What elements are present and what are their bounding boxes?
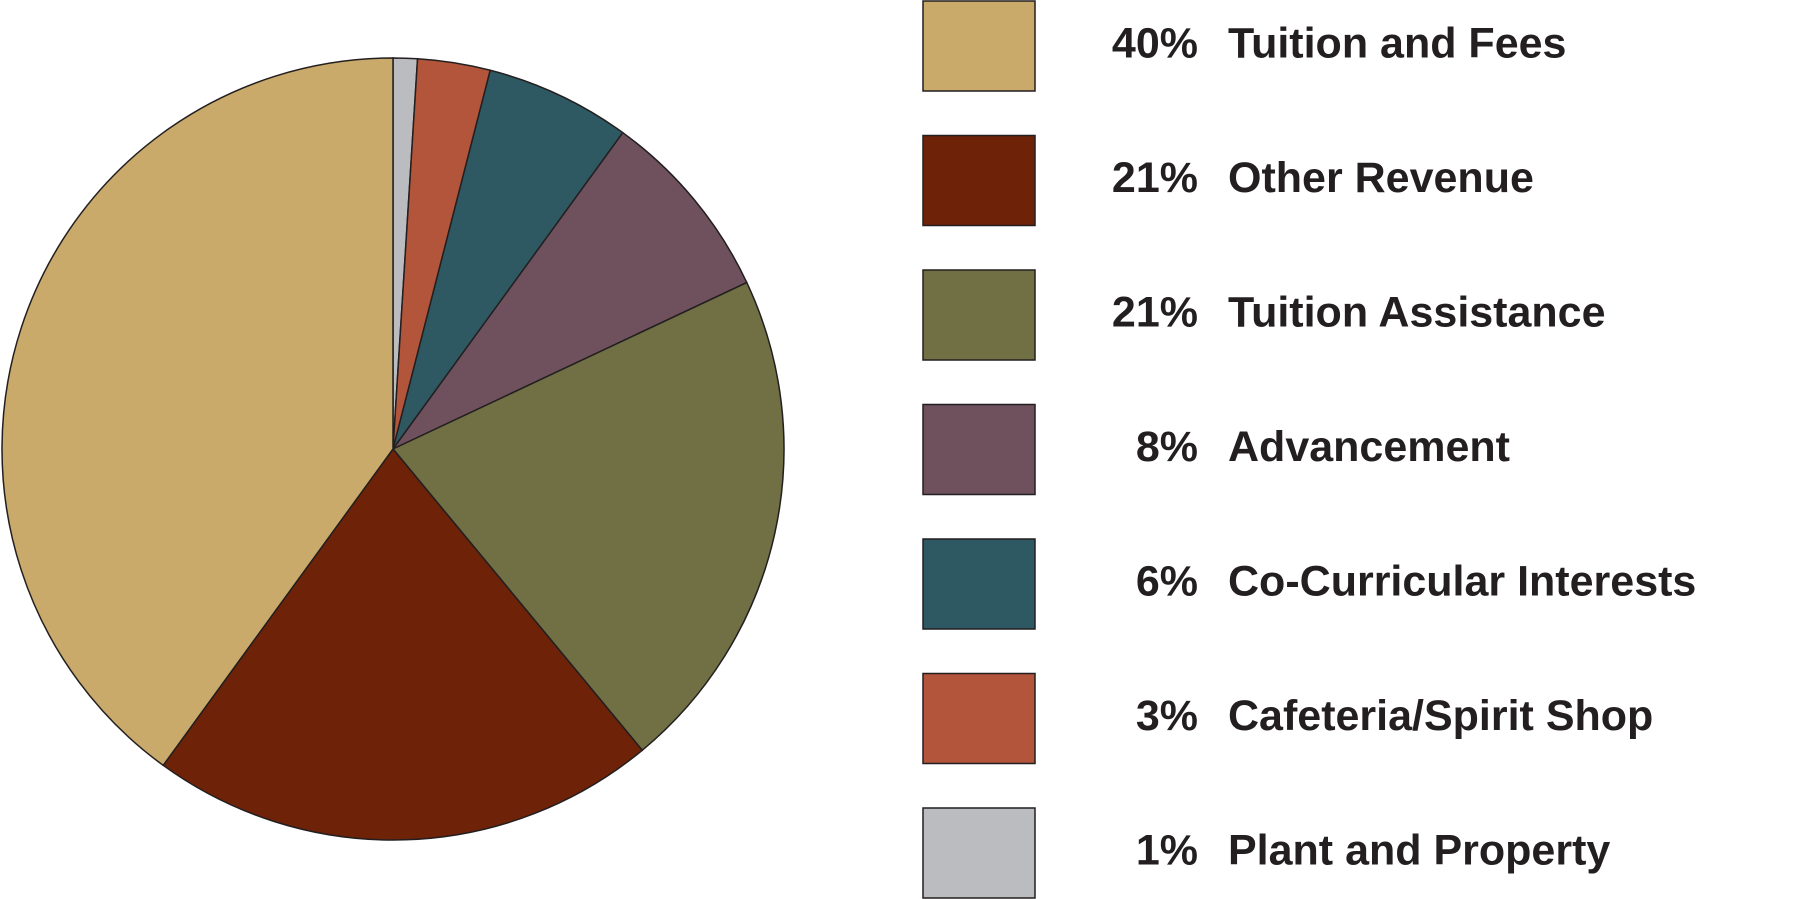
legend-value: 1% [1136, 826, 1198, 874]
legend-value: 21% [1112, 154, 1198, 202]
legend-value: 8% [1136, 423, 1198, 471]
legend-swatch [922, 807, 1036, 899]
legend-swatch [922, 269, 1036, 361]
pie-slice [1, 57, 394, 767]
legend-label: Advancement [1228, 423, 1510, 471]
legend-label: Co-Curricular Interests [1228, 557, 1696, 605]
legend-value: 40% [1112, 19, 1198, 67]
legend-label: Other Revenue [1228, 154, 1534, 202]
pie-slice [392, 131, 748, 450]
legend-swatch [922, 672, 1036, 765]
legend-label: Tuition and Fees [1228, 19, 1566, 67]
legend-value: 3% [1136, 692, 1198, 740]
legend-swatch [922, 0, 1036, 92]
legend-label: Tuition Assistance [1228, 288, 1606, 336]
legend-value: 21% [1112, 288, 1198, 336]
legend-label: Cafeteria/Spirit Shop [1228, 692, 1653, 740]
pie-slice [391, 281, 785, 752]
pie-slice [392, 69, 624, 450]
legend-label: Plant and Property [1228, 826, 1610, 874]
pie-slice [162, 447, 644, 841]
legend-swatch [922, 403, 1036, 496]
legend-swatch [922, 134, 1036, 227]
legend-value: 6% [1136, 557, 1198, 605]
legend-swatch [922, 538, 1036, 630]
